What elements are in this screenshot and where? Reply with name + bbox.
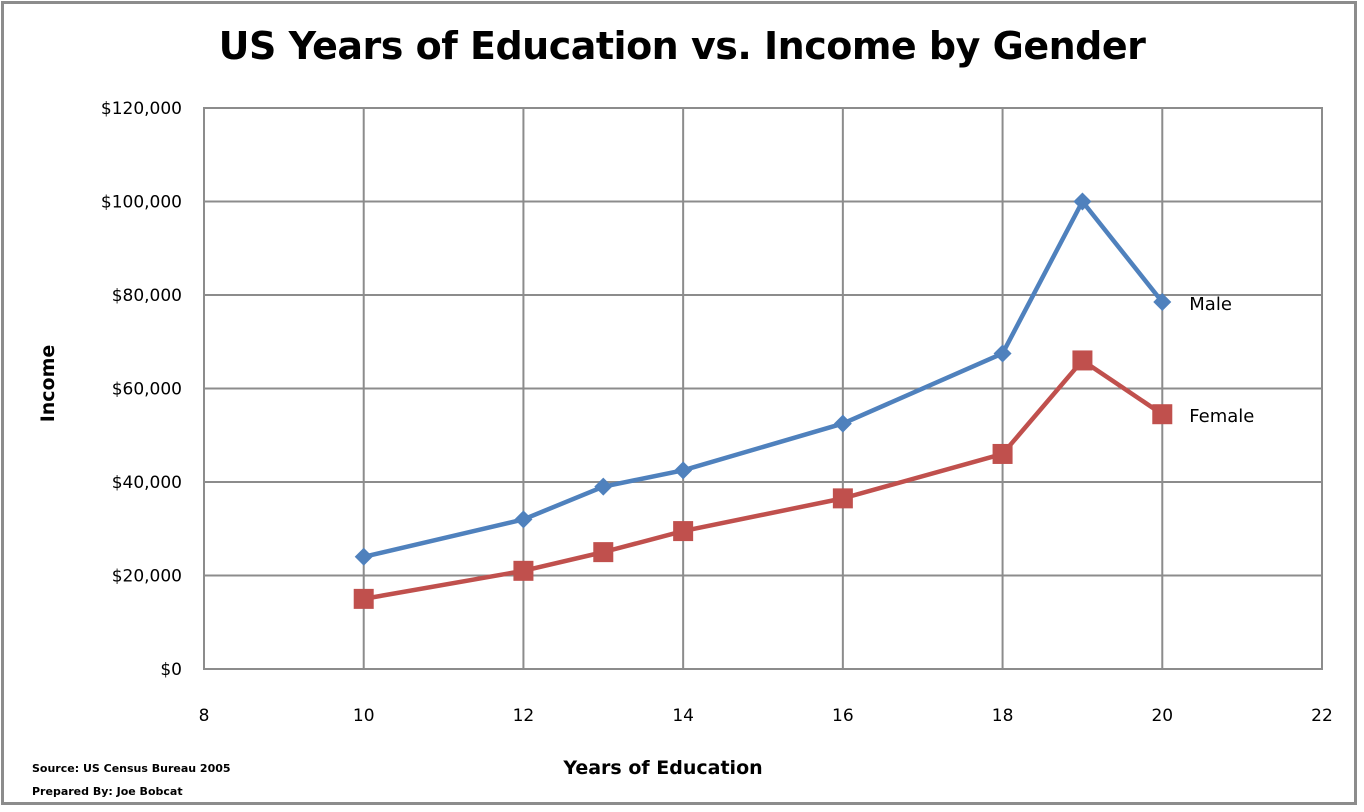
female-series-label: Female <box>1189 406 1254 427</box>
chart-title: US Years of Education vs. Income by Gend… <box>218 24 1146 68</box>
prepared-by-note: Prepared By: Joe Bobcat <box>32 785 183 798</box>
male-point <box>514 510 533 529</box>
x-tick-label: 16 <box>832 706 854 726</box>
x-tick-label: 8 <box>199 706 210 726</box>
male-point <box>1073 192 1092 211</box>
x-tick-label: 22 <box>1311 706 1333 726</box>
y-tick-label: $0 <box>160 660 182 680</box>
male-series-line <box>363 199 1165 559</box>
female-point <box>1152 404 1173 425</box>
female-point <box>832 488 853 509</box>
x-tick-label: 14 <box>672 706 694 726</box>
male-series-label: Male <box>1189 294 1232 315</box>
x-tick-label: 12 <box>513 706 535 726</box>
y-tick-label: $40,000 <box>112 473 182 493</box>
male-point <box>594 477 613 496</box>
male-point <box>354 547 373 566</box>
female-series-line <box>363 358 1164 602</box>
male-point <box>674 461 693 480</box>
male-point <box>1153 293 1172 312</box>
female-point <box>1072 350 1093 371</box>
y-axis-title: Income <box>37 345 59 423</box>
female-point <box>673 521 694 542</box>
y-tick-label: $20,000 <box>112 567 182 587</box>
female-point <box>992 443 1013 464</box>
y-tick-label: $100,000 <box>101 193 182 213</box>
x-tick-label: 20 <box>1151 706 1173 726</box>
x-tick-label: 18 <box>992 706 1014 726</box>
female-point <box>513 560 534 581</box>
y-tick-label: $120,000 <box>101 99 182 119</box>
male-point <box>833 414 852 433</box>
y-tick-label: $60,000 <box>112 380 182 400</box>
line-chart: $0 $20,000 $40,000 $60,000 $80,000 $100,000 $1… <box>37 99 1333 779</box>
x-tick-label: 10 <box>353 706 375 726</box>
female-point <box>353 588 374 609</box>
female-point <box>593 542 614 563</box>
y-tick-label: $80,000 <box>112 286 182 306</box>
male-point <box>993 344 1012 363</box>
x-axis-title: Years of Education <box>562 757 762 779</box>
source-note: Source: US Census Bureau 2005 <box>32 762 231 775</box>
